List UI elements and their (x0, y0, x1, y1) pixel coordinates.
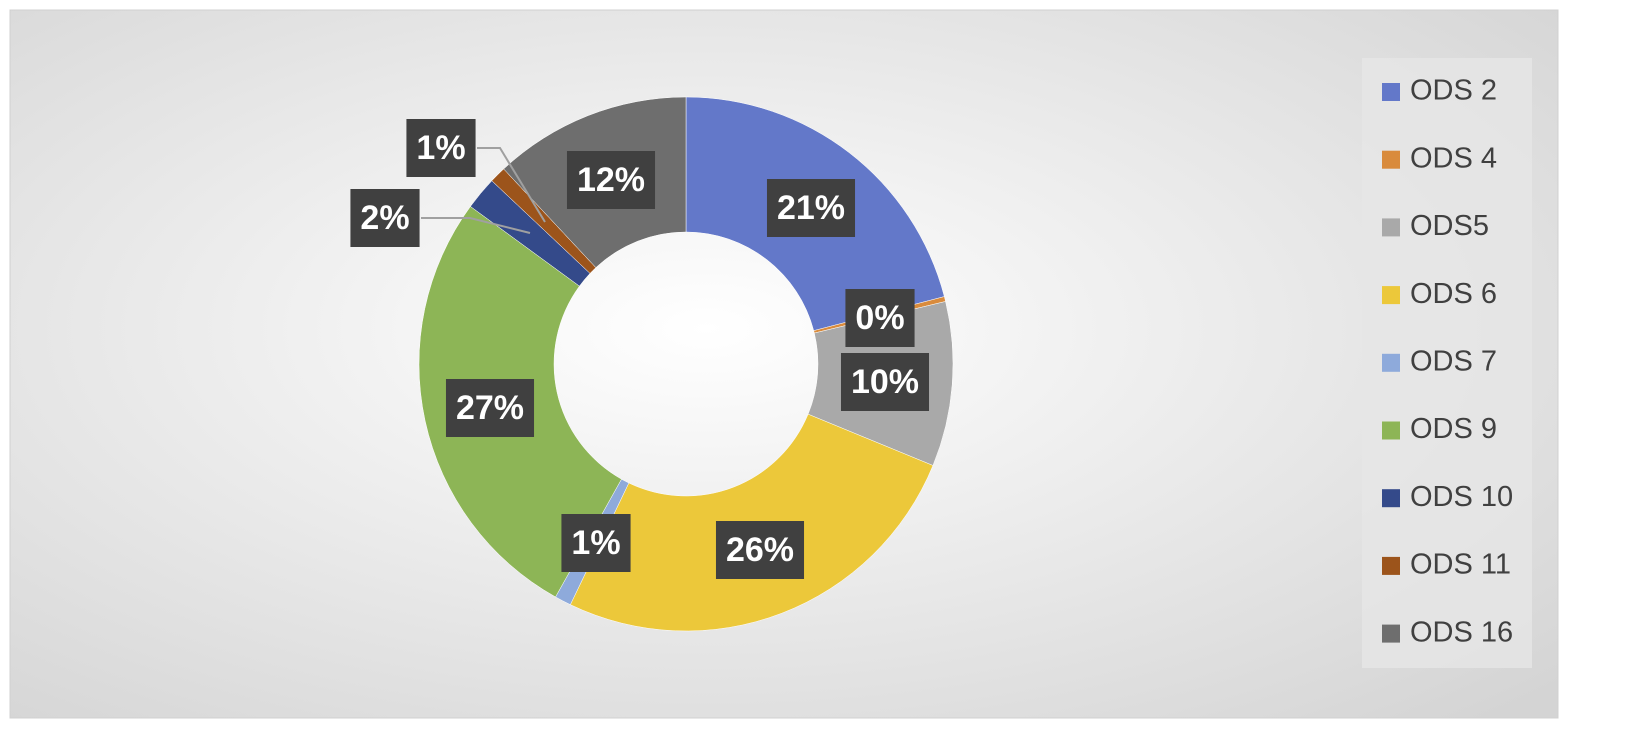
legend: ODS 2 ODS 4 ODS5 ODS 6 ODS 7 ODS 9 ODS 10 ODS 1… (1382, 75, 1513, 648)
data-label: 26% (726, 531, 794, 569)
leader-line (477, 147, 546, 223)
legend-label: ODS 7 (1410, 345, 1497, 377)
data-label-box (845, 289, 915, 347)
data-label-box (715, 521, 805, 579)
data-labels: 21%0%10%26%1%27%2%1%12% (350, 119, 930, 579)
legend-swatch (1382, 489, 1400, 508)
data-label-box (566, 151, 656, 209)
data-label: 2% (360, 199, 409, 237)
legend-swatch (1382, 624, 1400, 643)
data-label: 1% (416, 129, 465, 167)
data-label: 27% (456, 389, 524, 427)
data-label-box (766, 179, 856, 237)
legend-label: ODS5 (1410, 210, 1489, 242)
legend-swatch (1382, 286, 1400, 305)
data-label-box (561, 514, 631, 572)
data-label: 10% (851, 363, 919, 401)
legend-label: ODS 10 (1410, 481, 1513, 513)
legend-swatch (1382, 150, 1400, 169)
legend-swatch (1382, 218, 1400, 237)
data-label: 12% (577, 161, 645, 199)
data-label-box (406, 119, 476, 177)
legend-label: ODS 11 (1410, 549, 1511, 581)
data-label-box (445, 379, 535, 437)
legend-label: ODS 6 (1410, 278, 1497, 310)
data-label-box (840, 353, 930, 411)
legend-label: ODS 4 (1410, 142, 1497, 174)
data-label: 0% (855, 299, 904, 337)
data-label: 21% (777, 189, 845, 227)
legend-swatch (1382, 83, 1400, 101)
data-label: 1% (571, 524, 620, 562)
legend-label: ODS 9 (1410, 413, 1497, 445)
legend-swatch (1382, 353, 1400, 372)
leader-line (421, 217, 531, 234)
data-label-box (350, 189, 420, 247)
legend-label: ODS 16 (1410, 616, 1513, 648)
legend-label: ODS 2 (1410, 75, 1497, 107)
legend-swatch (1382, 421, 1400, 440)
legend-swatch (1382, 556, 1400, 575)
